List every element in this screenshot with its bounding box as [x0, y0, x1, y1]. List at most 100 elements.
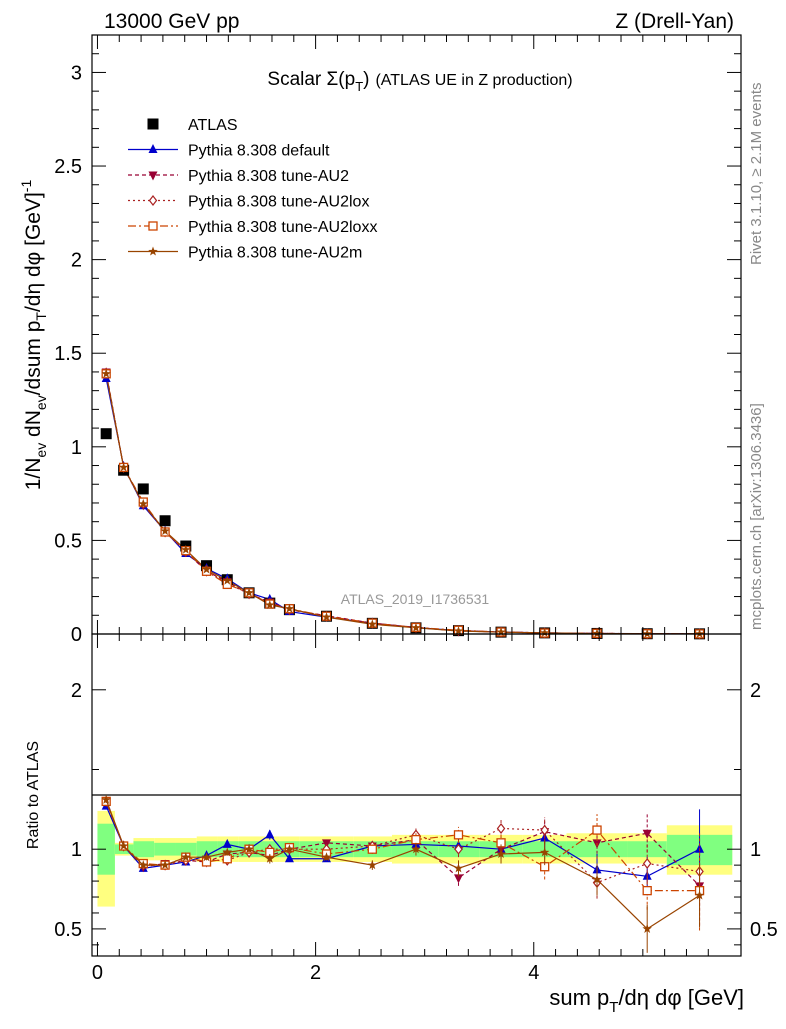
ratio-ytick-label-right: 1 [750, 839, 761, 861]
main-point-au2m [118, 462, 129, 472]
main-ytick-label: 2.5 [54, 156, 82, 178]
main-ytick-label: 2 [71, 250, 82, 272]
main-ylabel-ev1: ev [33, 443, 49, 458]
ratio-point-au2m [222, 847, 233, 857]
legend-item-au2: Pythia 8.308 tune-AU2 [128, 168, 349, 185]
main-point-au2m [222, 575, 233, 585]
main-ylabel-b: dN [22, 410, 45, 443]
ratio-point-au2m [284, 844, 295, 854]
rivet-label: Rivet 3.1.10, ≥ 2.1M events [748, 83, 765, 266]
ratio-point-au2m [539, 847, 550, 857]
main-ylabel-c: /dsum p [22, 321, 45, 396]
legend-item-data: ATLAS [147, 117, 238, 134]
ratio-point-au2lox [496, 822, 506, 834]
main-point-au2m [201, 564, 212, 574]
ratio-point-au2m [367, 860, 378, 870]
ratio-ytick-label: 0.5 [54, 919, 82, 941]
ratio-point-au2 [453, 874, 463, 884]
main-ytick-label: 1 [71, 437, 82, 459]
ratio-point-au2lox [454, 843, 463, 855]
legend-item-au2loxx: Pythia 8.308 tune-AU2loxx [128, 219, 377, 236]
main-point-au2m [367, 619, 378, 629]
ratio-xlabel: sum pT/dη dφ [GeV] [549, 985, 744, 1016]
main-ytick-label: 1.5 [54, 343, 82, 365]
ratio-point-au2loxx [642, 885, 652, 896]
ratio-band-inner [133, 841, 155, 858]
legend-item-au2m: Pythia 8.308 tune-AU2m [128, 245, 362, 262]
main-ytick-label: 0.5 [54, 530, 82, 552]
main-point-au2m [321, 612, 332, 622]
main-point-au2m [539, 627, 550, 637]
legend-label: Pythia 8.308 default [188, 143, 330, 160]
ratio-xlabel-t: T [609, 999, 618, 1016]
legend-label: Pythia 8.308 tune-AU2 [188, 168, 349, 185]
ratio-point-au2m [321, 852, 332, 862]
main-point-au2m [138, 498, 149, 508]
main-point-au2m [265, 599, 275, 610]
ratio-line-au2m [105, 799, 700, 930]
ratio-xtick-label: 2 [310, 962, 321, 984]
ratio-point-au2m [642, 923, 652, 933]
ratio-point-au2 [642, 829, 652, 839]
header-right: Z (Drell-Yan) [615, 10, 734, 33]
mcplots-label: mcplots.cern.ch [arXiv:1306.3436] [748, 403, 765, 630]
ratio-point-au2m [181, 852, 191, 862]
main-point-au2m [496, 627, 506, 637]
ratio-ticks: 0 2 4 0.5 0.5 1 1 2 2 [54, 634, 778, 984]
ratio-band-inner [566, 841, 628, 858]
ratio-ytick-label: 1 [71, 839, 82, 861]
main-ytick-label: 3 [71, 62, 82, 84]
main-ylabel-exp: -1 [18, 180, 34, 193]
main-point-data [159, 515, 171, 527]
main-points-au2m [101, 368, 705, 638]
main-title-rest: (ATLAS UE in Z production) [375, 72, 572, 89]
analysis-label: ATLAS_2019_I1736531 [341, 591, 490, 607]
ratio-xtick-label: 0 [92, 962, 103, 984]
ratio-panel: 0 2 4 0.5 0.5 1 1 2 2 Ratio to ATLAS sum pT/dη d… [25, 633, 778, 1016]
legend: ATLAS Pythia 8.308 default Pythia 8.308 tu… [128, 117, 377, 262]
ratio-series-au2loxx [101, 796, 705, 931]
legend-marker-au2m [148, 246, 158, 256]
legend-label: Pythia 8.308 tune-AU2lox [188, 194, 369, 211]
main-point-au2m [453, 626, 464, 636]
ratio-point-au2m [453, 863, 464, 873]
ratio-point-au2m [694, 890, 705, 900]
main-ylabel: 1/Nev dNev/dsum pT/dη dφ [GeV]-1 [18, 180, 49, 491]
header-left: 13000 GeV pp [104, 10, 239, 33]
main-title: Scalar Σ(pT) (ATLAS UE in Z production) [267, 69, 572, 94]
legend-marker-au2loxx [148, 221, 158, 231]
main-point-data [100, 428, 112, 440]
legend-marker-default [148, 144, 158, 153]
main-marks [100, 367, 706, 640]
ratio-point-default [222, 838, 232, 848]
main-point-au2m [642, 628, 652, 638]
ratio-band-inner [196, 841, 218, 858]
main-ylabel-ev2: ev [33, 395, 49, 410]
legend-item-au2lox: Pythia 8.308 tune-AU2lox [128, 194, 369, 211]
ratio-point-au2loxx [453, 830, 464, 840]
ratio-point-au2loxx [367, 844, 377, 854]
main-point-au2m [244, 587, 254, 597]
main-title-close: ) [363, 69, 369, 90]
legend-label: Pythia 8.308 tune-AU2loxx [188, 219, 377, 236]
main-ylabel-t: T [33, 312, 49, 321]
ratio-frame [91, 633, 742, 957]
ratio-point-au2m [118, 841, 129, 851]
legend-marker-au2 [148, 171, 158, 181]
legend-item-default: Pythia 8.308 default [128, 143, 330, 160]
ratio-ytick-label-right: 2 [750, 680, 761, 702]
ratio-point-au2lox [642, 858, 652, 870]
main-point-au2m [160, 526, 170, 536]
legend-label: Pythia 8.308 tune-AU2m [188, 245, 362, 262]
ratio-point-au2loxx [411, 834, 421, 845]
main-point-au2m [101, 368, 111, 378]
ratio-band-inner [175, 842, 197, 856]
ratio-series-au2m [101, 794, 705, 953]
ratio-bands [97, 810, 733, 907]
legend-marker-au2lox [148, 195, 158, 206]
ratio-xlabel-a: sum p [549, 985, 609, 1010]
ratio-ytick-label-right: 0.5 [750, 919, 778, 941]
ratio-ytick-label: 2 [71, 680, 82, 702]
